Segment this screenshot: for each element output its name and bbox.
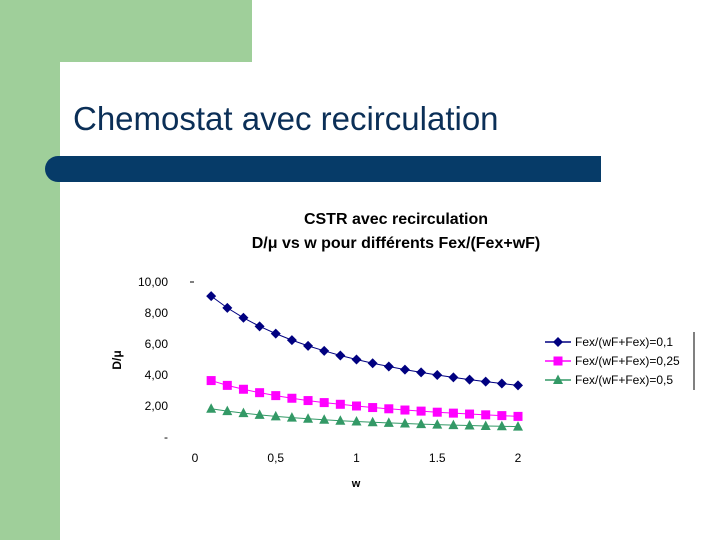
data-point [303, 396, 313, 406]
data-point [513, 421, 523, 431]
data-point [335, 415, 346, 425]
legend-label: Fex/(wF+Fex)=0,5 [575, 373, 673, 387]
data-point [222, 405, 233, 416]
data-point [400, 405, 410, 415]
chart-title-line2: D/μ vs w pour différents Fex/(Fex+wF) [252, 235, 541, 252]
series-line [210, 295, 519, 386]
legend-label: Fex/(wF+Fex)=0,25 [575, 354, 680, 368]
data-point [222, 302, 233, 313]
rounded-corner [60, 62, 120, 122]
data-point [367, 416, 378, 427]
data-point [335, 350, 346, 361]
data-point [399, 364, 410, 375]
data-point [287, 393, 297, 403]
data-point [254, 321, 265, 332]
data-point [206, 403, 217, 413]
data-point [367, 358, 378, 369]
legend-item: Fex/(wF+Fex)=0,25 [545, 354, 680, 368]
data-point [464, 420, 475, 430]
x-tick-label: 1.5 [429, 451, 446, 465]
data-point [238, 384, 248, 394]
x-tick-label: 2 [515, 451, 522, 465]
data-point [465, 409, 475, 419]
data-point [270, 410, 281, 421]
data-point [497, 411, 507, 421]
data-point [432, 370, 443, 380]
legend-item: Fex/(wF+Fex)=0,1 [545, 335, 673, 349]
y-tick-label: 2,00 [145, 399, 169, 413]
y-tick-label: 8,00 [145, 306, 169, 320]
data-point [480, 420, 491, 430]
chart-title-line1: CSTR avec recirculation [304, 211, 488, 228]
data-point [432, 407, 442, 417]
series-0 [206, 291, 523, 391]
x-tick-label: 1 [353, 451, 360, 465]
data-point [383, 417, 394, 427]
legend-marker [553, 337, 563, 347]
legend-item: Fex/(wF+Fex)=0,5 [545, 373, 673, 387]
data-point [480, 376, 491, 387]
data-point [416, 367, 427, 378]
y-tick-label: - [164, 430, 168, 444]
y-axis-label: D/μ [110, 350, 124, 369]
data-point [270, 328, 281, 339]
data-point [368, 403, 378, 413]
data-point [481, 410, 491, 420]
data-point [432, 419, 443, 429]
y-tick-label: 4,00 [145, 368, 169, 382]
data-point [352, 401, 361, 411]
data-point [286, 335, 297, 346]
data-point [319, 414, 330, 424]
data-point [513, 380, 523, 391]
data-point [416, 406, 426, 416]
series-2 [206, 403, 523, 431]
data-point [496, 378, 507, 389]
x-tick-label: 0,5 [267, 451, 284, 465]
legend-marker [553, 374, 563, 384]
slide-title: Chemostat avec recirculation [73, 100, 499, 137]
data-point [271, 391, 281, 401]
data-point [286, 412, 297, 422]
data-point [335, 399, 345, 409]
data-point [319, 398, 329, 408]
data-point [399, 418, 410, 428]
data-point [303, 413, 314, 423]
data-point [238, 312, 249, 323]
legend-label: Fex/(wF+Fex)=0,1 [575, 335, 673, 349]
data-point [351, 354, 362, 365]
series-1 [206, 376, 523, 421]
x-axis-label: w [351, 478, 361, 490]
data-point [303, 340, 314, 351]
y-tick-labels: - 2,00 4,00 6,00 8,00 10,00 [138, 275, 168, 444]
data-point [255, 388, 265, 398]
data-point [319, 345, 330, 356]
y-tick-label: 6,00 [145, 337, 169, 351]
title-rule [45, 156, 601, 182]
y-tick-label: 10,00 [138, 275, 168, 289]
data-point [448, 372, 459, 383]
x-tick-labels: 0 0,5 1 1.5 2 [192, 451, 522, 465]
data-point [351, 416, 362, 426]
data-point [513, 411, 523, 421]
data-point [206, 291, 217, 302]
legend: Fex/(wF+Fex)=0,1 Fex/(wF+Fex)=0,25 Fex/(wF… [545, 335, 680, 387]
data-point [254, 409, 265, 419]
green-band-left [0, 0, 60, 540]
data-point [448, 419, 459, 430]
data-point [496, 420, 507, 431]
data-point [383, 361, 394, 372]
data-point [384, 404, 394, 414]
data-point [238, 407, 249, 418]
x-tick-label: 0 [192, 451, 199, 465]
data-point [416, 418, 427, 429]
data-point [206, 376, 216, 386]
series-layer [206, 291, 523, 431]
data-point [448, 408, 458, 418]
data-point [222, 380, 232, 390]
legend-marker [553, 356, 563, 366]
data-point [464, 374, 475, 385]
